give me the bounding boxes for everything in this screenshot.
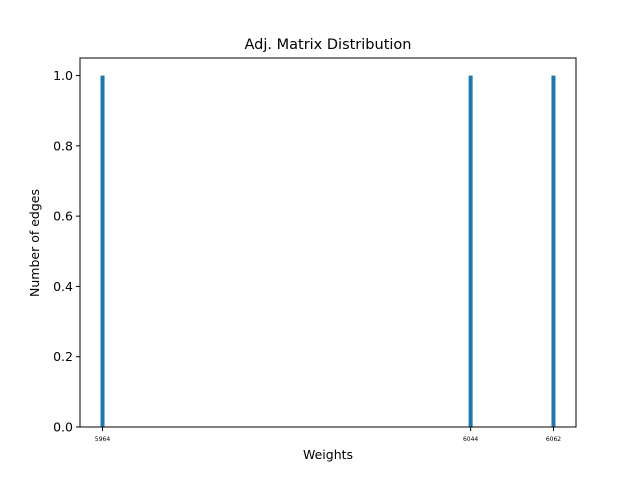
y-tick-label: 0.2 — [53, 349, 73, 364]
y-axis-label: Number of edges — [27, 189, 42, 297]
y-tick-label: 0.6 — [53, 209, 73, 224]
bar — [468, 75, 473, 428]
bar — [100, 75, 105, 428]
chart-title: Adj. Matrix Distribution — [245, 37, 412, 53]
bar — [551, 75, 556, 428]
x-tick-label: 6044 — [463, 436, 478, 443]
plot-frame — [79, 57, 577, 428]
plot-area: 0.0 0.2 0.4 0.6 0.8 1.0 5964 6044 6062 — [53, 57, 577, 443]
y-tick-label: 0.8 — [53, 138, 73, 153]
x-tick-label: 6062 — [546, 436, 561, 443]
x-tick-label: 5964 — [95, 436, 110, 443]
x-axis-label: Weights — [303, 447, 353, 462]
y-tick-label: 1.0 — [53, 68, 73, 83]
y-tick-label: 0.4 — [53, 279, 73, 294]
y-tick-label: 0.0 — [53, 420, 73, 435]
